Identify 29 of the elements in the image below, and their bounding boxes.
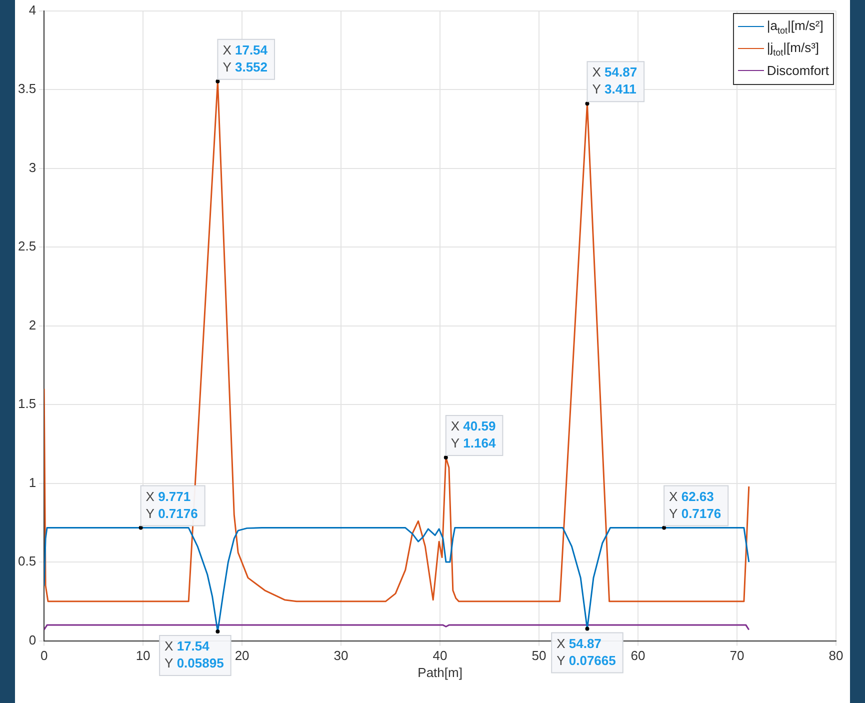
annotation: X 40.59 Y 1.164 <box>450 418 496 451</box>
annotation: X 17.54 Y 0.05895 <box>164 638 224 671</box>
annotation: X 54.87 Y 3.411 <box>592 64 638 97</box>
x-tick-label: 60 <box>630 648 646 664</box>
x-tick-label: 50 <box>532 648 546 664</box>
y-tick-label: 1.5 <box>18 396 36 412</box>
annotation: X 9.771 Y 0.7176 <box>146 488 198 521</box>
x-axis-title: Path[m] <box>418 664 462 680</box>
legend-label: |a$_{tot}$|[m/s²] <box>766 18 824 36</box>
x-tick-label: 40 <box>432 648 448 664</box>
y-tick-label: 2.5 <box>18 238 36 254</box>
y-tick-label: 1 <box>28 474 36 490</box>
x-tick-label: 20 <box>234 648 250 664</box>
y-tick-label: 0 <box>28 632 36 648</box>
y-tick-label: 4 <box>28 2 36 18</box>
legend-label: |j$_{tot}$|[m/s³] <box>766 40 820 58</box>
x-tick-label: 80 <box>828 648 844 664</box>
annotation: X 62.63 Y 0.7176 <box>669 488 722 521</box>
y-tick-label: 0.5 <box>18 554 36 569</box>
x-tick-label: 10 <box>136 648 150 664</box>
y-tick-label: 2 <box>28 317 36 332</box>
x-tick-label: 0 <box>40 648 48 664</box>
annotation: X 17.54 Y 3.552 <box>222 42 268 74</box>
annotation: X 54.87 Y 0.07665 <box>556 636 616 668</box>
y-tick-label: 3.5 <box>18 81 36 96</box>
x-tick-label: 30 <box>334 648 348 664</box>
y-tick-label: 3 <box>28 160 36 175</box>
legend-label: Discomfort <box>766 63 829 78</box>
x-tick-label: 70 <box>730 648 744 664</box>
